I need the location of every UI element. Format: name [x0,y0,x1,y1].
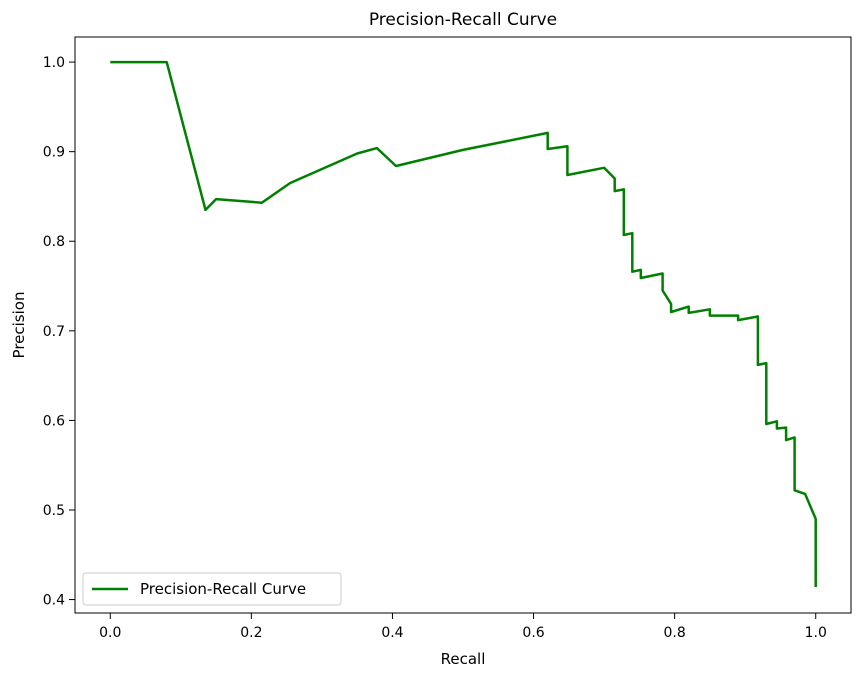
x-tick-label: 0.8 [664,625,686,641]
series-layer [110,60,817,587]
y-axis-label: Precision [10,292,28,359]
legend: Precision-Recall Curve [82,572,342,606]
x-axis-ticks: 0.0 0.2 0.4 0.6 0.8 1.0 [99,613,827,641]
x-tick-label: 1.0 [805,625,827,641]
legend-label: Precision-Recall Curve [140,580,306,598]
series-line-0 [110,60,817,587]
x-tick-label: 0.2 [240,625,262,641]
y-tick-label: 1.0 [43,55,65,71]
y-axis-ticks: 0.4 0.5 0.6 0.7 0.8 0.9 1.0 [43,55,75,609]
plot-area [74,36,852,614]
x-tick-label: 0.6 [522,625,544,641]
y-tick-label: 0.7 [43,324,65,340]
legend-box [82,572,342,606]
y-tick-label: 0.6 [43,413,65,429]
y-tick-label: 0.8 [43,234,65,250]
chart-title: Precision-Recall Curve [369,10,557,30]
x-tick-label: 0.4 [381,625,403,641]
y-tick-label: 0.9 [43,145,65,161]
x-tick-label: 0.0 [99,625,121,641]
y-tick-label: 0.4 [43,593,65,609]
axes-frame [74,36,852,614]
x-axis-label: Recall [441,650,486,668]
y-tick-label: 0.5 [43,503,65,519]
